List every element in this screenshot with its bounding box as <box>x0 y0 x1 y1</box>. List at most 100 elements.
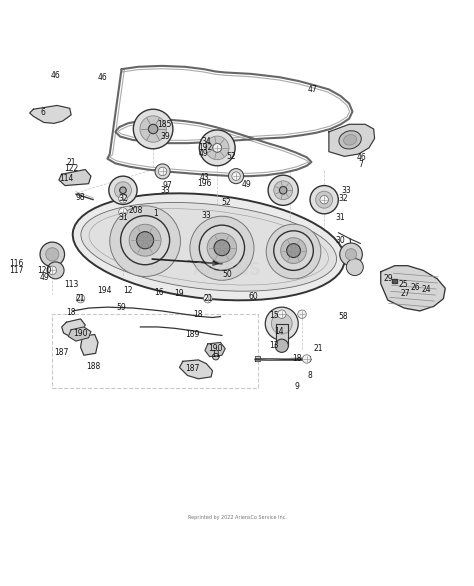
Circle shape <box>266 224 321 279</box>
Text: ARIENS: ARIENS <box>193 261 262 280</box>
Text: 46: 46 <box>51 71 61 80</box>
Polygon shape <box>59 169 91 186</box>
Text: 120: 120 <box>37 266 52 275</box>
Circle shape <box>203 294 212 303</box>
Text: 52: 52 <box>222 198 231 207</box>
Text: 39: 39 <box>161 132 170 141</box>
Text: 31: 31 <box>335 213 345 222</box>
Circle shape <box>287 244 301 257</box>
Circle shape <box>129 224 161 256</box>
Text: 114: 114 <box>59 175 73 183</box>
Text: 49: 49 <box>242 180 251 189</box>
Polygon shape <box>180 360 212 379</box>
Circle shape <box>213 144 221 152</box>
Circle shape <box>298 310 306 318</box>
Circle shape <box>118 207 127 216</box>
Circle shape <box>316 191 333 208</box>
Text: 188: 188 <box>86 362 100 371</box>
Text: 31: 31 <box>118 213 128 222</box>
Circle shape <box>212 353 219 360</box>
Circle shape <box>199 130 235 166</box>
Text: Reprinted by 2022 AriensCo Service Inc.: Reprinted by 2022 AriensCo Service Inc. <box>188 515 286 520</box>
Text: 21: 21 <box>203 294 212 303</box>
Text: 21: 21 <box>66 158 76 166</box>
Polygon shape <box>62 319 85 336</box>
Circle shape <box>310 186 338 214</box>
Text: 33: 33 <box>161 186 170 195</box>
Circle shape <box>232 172 240 180</box>
Circle shape <box>268 175 298 205</box>
Text: 52: 52 <box>227 152 236 161</box>
Text: 1: 1 <box>154 209 158 219</box>
Circle shape <box>214 240 230 255</box>
Circle shape <box>109 176 137 205</box>
Text: 190: 190 <box>73 329 88 338</box>
Text: 16: 16 <box>155 288 164 297</box>
Circle shape <box>110 206 181 277</box>
Polygon shape <box>81 335 98 355</box>
Circle shape <box>213 144 221 152</box>
Text: 25: 25 <box>398 280 408 289</box>
Text: 21: 21 <box>313 344 323 353</box>
Text: 34: 34 <box>201 137 211 146</box>
Polygon shape <box>255 356 260 362</box>
Circle shape <box>275 339 288 352</box>
Text: 196: 196 <box>197 179 211 188</box>
Text: 59: 59 <box>117 302 127 312</box>
Circle shape <box>320 196 328 204</box>
Circle shape <box>205 136 229 159</box>
Text: 122: 122 <box>64 163 78 173</box>
Circle shape <box>76 294 85 303</box>
Text: 187: 187 <box>55 348 69 357</box>
Text: 30: 30 <box>336 236 346 245</box>
Circle shape <box>274 181 292 200</box>
Text: 49: 49 <box>40 274 50 282</box>
Text: 189: 189 <box>185 330 200 339</box>
Text: 185: 185 <box>157 120 171 129</box>
Circle shape <box>120 216 170 265</box>
Text: 97: 97 <box>163 181 172 190</box>
Text: 116: 116 <box>9 259 24 268</box>
Text: 12: 12 <box>123 286 132 295</box>
Text: 187: 187 <box>185 364 200 373</box>
Circle shape <box>155 164 170 179</box>
Circle shape <box>115 182 131 199</box>
Circle shape <box>302 355 311 363</box>
Ellipse shape <box>344 135 356 145</box>
Text: 98: 98 <box>76 193 85 202</box>
Ellipse shape <box>339 131 361 149</box>
Circle shape <box>133 109 173 149</box>
Text: 6: 6 <box>40 108 46 118</box>
Text: 9: 9 <box>295 382 300 391</box>
Polygon shape <box>305 356 310 362</box>
Text: 190: 190 <box>209 344 223 353</box>
Circle shape <box>199 225 245 270</box>
Text: 32: 32 <box>338 194 348 203</box>
Polygon shape <box>392 279 397 282</box>
Circle shape <box>265 307 298 340</box>
Circle shape <box>148 124 158 134</box>
Circle shape <box>118 195 127 203</box>
Circle shape <box>207 233 237 263</box>
Text: 15: 15 <box>269 311 279 320</box>
Circle shape <box>158 167 167 176</box>
Text: 24: 24 <box>421 285 431 294</box>
Circle shape <box>346 258 363 275</box>
Polygon shape <box>381 265 445 311</box>
Ellipse shape <box>73 193 345 300</box>
Text: 11: 11 <box>211 350 220 359</box>
Text: 33: 33 <box>201 211 211 220</box>
Text: 19: 19 <box>175 288 184 298</box>
Text: 208: 208 <box>128 206 143 214</box>
Circle shape <box>119 187 126 193</box>
Circle shape <box>279 186 287 194</box>
Text: 13: 13 <box>269 341 279 350</box>
Circle shape <box>46 248 59 261</box>
Circle shape <box>281 238 306 264</box>
Text: 43: 43 <box>200 173 210 182</box>
Text: 46: 46 <box>357 153 367 162</box>
Text: 18: 18 <box>193 310 203 319</box>
Polygon shape <box>68 327 91 341</box>
Text: 18: 18 <box>66 308 76 317</box>
Ellipse shape <box>81 203 337 291</box>
